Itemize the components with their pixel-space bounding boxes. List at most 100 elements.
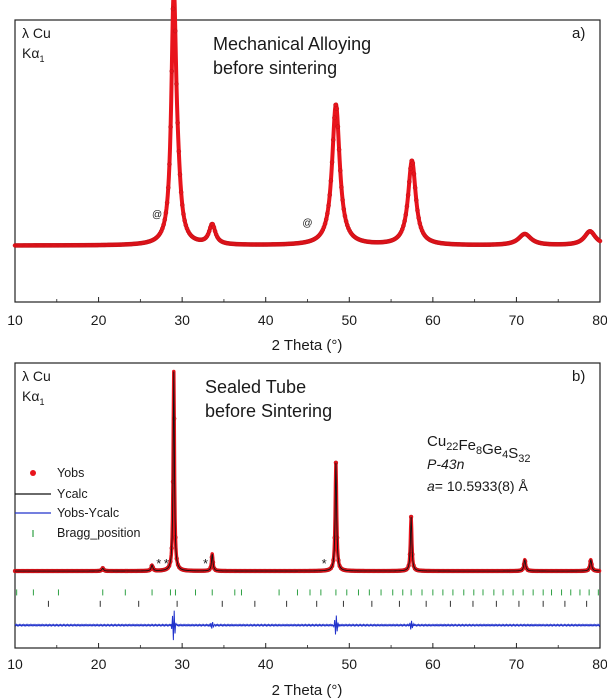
x-tick-label: 70 [509, 312, 525, 328]
x-tick-label: 80 [592, 312, 607, 328]
yobs-point [323, 217, 329, 222]
legend-ycalc-label: Ycalc [57, 487, 88, 501]
panel-b-x-axis-label: 2 Theta (°) [272, 682, 343, 699]
yobs-point [161, 222, 166, 227]
yobs-point [402, 218, 407, 224]
x-tick-label: 20 [91, 312, 107, 328]
legend-diff-label: Yobs-Ycalc [57, 506, 119, 520]
legend-yobs-label: Yobs [57, 466, 84, 480]
yobs-point [181, 211, 186, 217]
yobs-point [407, 179, 412, 184]
yobs-point [335, 124, 341, 129]
yobs-point [404, 204, 410, 209]
panel-a-title-line1: Mechanical Alloying [213, 34, 371, 54]
yobs-point [329, 159, 335, 165]
space-group: P-43n [427, 456, 465, 472]
panel-b-title-line1: Sealed Tube [205, 377, 306, 397]
yobs-point [211, 224, 217, 230]
yobs-point [340, 197, 345, 203]
yobs-point [173, 28, 178, 34]
yobs-point [415, 208, 420, 213]
panel-a-plot-area: @@ [12, 0, 603, 248]
yobs-point [334, 106, 339, 111]
x-tick-label: 10 [7, 312, 23, 328]
impurity-star: * [156, 556, 161, 571]
legend: Yobs Ycalc Yobs-Ycalc Bragg_position [15, 466, 140, 540]
yobs-point [408, 166, 413, 171]
panel-a-title-line2: before sintering [213, 58, 337, 78]
yobs-point [342, 213, 348, 219]
yobs-point [343, 218, 349, 224]
yobs-point [164, 200, 170, 205]
yobs-point [174, 81, 179, 87]
yobs-point [326, 203, 331, 208]
yobs-point [206, 228, 212, 234]
difference-curve [14, 610, 601, 641]
yobs-point [403, 212, 409, 218]
panel-b-radiation-line1: λ Cu [22, 368, 51, 384]
yobs-point [166, 185, 171, 190]
x-tick-label: 70 [509, 656, 525, 672]
yobs-point [338, 168, 343, 173]
yobs-point [333, 102, 338, 108]
yobs-point [405, 192, 411, 198]
x-tick-label: 60 [425, 656, 441, 672]
legend-bragg-label: Bragg_position [57, 526, 140, 540]
panel-a-radiation-line1: λ Cu [22, 25, 51, 41]
impurity-star: * [203, 556, 208, 571]
x-tick-label: 40 [258, 656, 274, 672]
yobs-point [336, 147, 342, 152]
yobs-point [339, 185, 344, 190]
yobs-point [401, 223, 406, 229]
legend-yobs-marker [30, 470, 36, 476]
yobs-point [597, 238, 603, 244]
yobs-point [330, 137, 336, 143]
yobs-point [328, 178, 334, 184]
yobs-point [416, 215, 421, 221]
panel-a-radiation-line2: Kα1 [22, 45, 44, 64]
impurity-star: * [164, 556, 169, 571]
yobs-point [167, 161, 172, 167]
panel-a-x-axis-label: 2 Theta (°) [272, 337, 343, 354]
panel-a-label: a) [572, 25, 585, 42]
yobs-point [325, 211, 330, 216]
yobs-point [177, 172, 183, 177]
impurity-marker: @ [152, 209, 162, 220]
yobs-point [410, 160, 416, 166]
x-tick-label: 60 [425, 312, 441, 328]
x-tick-label: 50 [341, 656, 357, 672]
panel-b-plot-area: * * * * [12, 369, 602, 641]
x-tick-label: 30 [174, 312, 190, 328]
yobs-point [178, 190, 184, 195]
panel-a: @@ 10 20 30 40 50 60 70 80 λ Cu Kα1 Mechanical … [7, 0, 607, 354]
yobs-point [180, 202, 185, 208]
yobs-point [169, 68, 175, 74]
yobs-point [327, 192, 332, 198]
yobs-point [341, 206, 347, 212]
yobs-point [170, 6, 176, 12]
panel-b-x-axis: 10 20 30 40 50 60 70 80 [7, 643, 607, 672]
panel-b-title-line2: before Sintering [205, 401, 332, 421]
panel-b: * * * * 10 20 30 40 50 60 70 80 λ Cu Kα1 Sealed Tu… [7, 362, 607, 699]
x-tick-label: 20 [91, 656, 107, 672]
impurity-marker: @ [302, 218, 312, 229]
lattice-parameter: a= 10.5933(8) Å [427, 478, 528, 494]
yobs-point [322, 221, 328, 227]
yobs-point [417, 221, 423, 226]
yobs-point [414, 198, 419, 203]
yobs-point [182, 218, 187, 223]
panel-b-label: b) [572, 368, 585, 385]
yobs-point [168, 124, 173, 130]
x-tick-label: 40 [258, 312, 274, 328]
yobs-point [175, 120, 180, 125]
yobs-point [163, 210, 169, 216]
x-tick-label: 10 [7, 656, 23, 672]
yobs-point [332, 115, 337, 121]
x-tick-label: 50 [341, 312, 357, 328]
panel-b-radiation-line2: Kα1 [22, 388, 44, 407]
yobs-point [412, 185, 418, 190]
x-tick-label: 80 [592, 656, 607, 672]
x-tick-label: 30 [174, 656, 190, 672]
impurity-star: * [322, 556, 327, 571]
